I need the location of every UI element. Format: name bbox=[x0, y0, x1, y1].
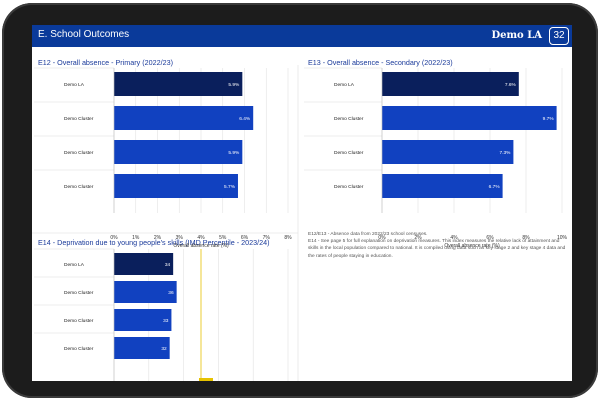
e14-bar bbox=[114, 337, 170, 359]
e13-tick-label: 2% bbox=[414, 235, 422, 241]
e12-tick-label: 7% bbox=[263, 235, 271, 241]
e13-value-label: 7.6% bbox=[505, 82, 517, 88]
e12-tick-label: 1% bbox=[132, 235, 140, 241]
e12-chart-title: E12 - Overall absence - Primary (2022/23… bbox=[38, 58, 174, 67]
e13-bar bbox=[382, 174, 503, 198]
e13-tick-label: 4% bbox=[450, 235, 458, 241]
page-number-badge: 32 bbox=[549, 27, 569, 45]
e12-tick-label: 3% bbox=[176, 235, 184, 241]
charts-canvas: Demo LA 5.9% Demo Cluster 6.4% Demo Cluster 5… bbox=[32, 65, 568, 381]
e12-category-label: Demo Cluster bbox=[64, 150, 94, 156]
e13-value-label: 9.7% bbox=[543, 116, 555, 122]
brand-name: Demo LA bbox=[491, 30, 542, 41]
e14-category-label: Demo Cluster bbox=[64, 318, 94, 324]
e14-value-label: 36 bbox=[168, 290, 174, 296]
e13-bar bbox=[382, 140, 514, 164]
e14-category-label: Demo LA bbox=[64, 262, 85, 268]
e13-value-label: 6.7% bbox=[489, 184, 501, 190]
e14-chart-title: E14 - Deprivation due to young people's … bbox=[38, 238, 270, 247]
e12-tick-label: 8% bbox=[284, 235, 292, 241]
e12-value-label: 5.9% bbox=[228, 150, 240, 156]
e12-axis-title: Overall absence rate (%) bbox=[173, 243, 229, 249]
e14-category-label: Demo Cluster bbox=[64, 346, 94, 352]
e13-tick-label: 8% bbox=[522, 235, 530, 241]
e13-tick-label: 10% bbox=[557, 235, 568, 241]
e14-category-label: Demo Cluster bbox=[64, 290, 94, 296]
e12-value-label: 6.4% bbox=[239, 116, 251, 122]
e14-bar bbox=[114, 309, 172, 331]
e13-category-label: Demo Cluster bbox=[334, 150, 364, 156]
e14-value-label: 32 bbox=[161, 346, 167, 352]
tablet-frame: E. School Outcomes Demo LA 32 E12 - Over… bbox=[2, 3, 598, 398]
e13-value-label: 7.3% bbox=[499, 150, 511, 156]
e13-bar bbox=[382, 106, 557, 130]
e12-tick-label: 2% bbox=[154, 235, 162, 241]
footnote: E12/E13 - Absence data from 2022/23 scho… bbox=[308, 231, 570, 260]
e12-category-label: Demo Cluster bbox=[64, 116, 94, 122]
e13-bar bbox=[382, 72, 519, 96]
page-title: E. School Outcomes bbox=[38, 29, 130, 40]
e12-tick-label: 5% bbox=[219, 235, 227, 241]
e12-tick-label: 0% bbox=[110, 235, 118, 241]
e14-value-label: 34 bbox=[165, 262, 171, 268]
e12-value-label: 5.9% bbox=[228, 82, 240, 88]
e12-tick-label: 6% bbox=[241, 235, 249, 241]
e14-bar bbox=[114, 253, 174, 275]
page-header: E. School Outcomes Demo LA 32 bbox=[32, 25, 572, 47]
footnote-line-2: E14 - See page 5 for full explanation on… bbox=[308, 239, 566, 259]
e12-category-label: Demo LA bbox=[64, 82, 85, 88]
e13-category-label: Demo Cluster bbox=[334, 184, 364, 190]
e14-reference-marker bbox=[199, 378, 213, 381]
e12-category-label: Demo Cluster bbox=[64, 184, 94, 190]
e12-bar bbox=[114, 140, 243, 164]
e12-bar bbox=[114, 72, 243, 96]
e12-bar bbox=[114, 106, 254, 130]
e12-tick-label: 4% bbox=[197, 235, 205, 241]
e14-value-label: 33 bbox=[163, 318, 169, 324]
report-page: E. School Outcomes Demo LA 32 E12 - Over… bbox=[32, 25, 572, 381]
e13-category-label: Demo LA bbox=[334, 82, 355, 88]
e13-axis-title: Overall absence rate (%) bbox=[444, 243, 500, 249]
footnote-line-1: E12/E13 - Absence data from 2022/23 scho… bbox=[308, 232, 428, 237]
e13-category-label: Demo Cluster bbox=[334, 116, 364, 122]
e13-tick-label: 6% bbox=[486, 235, 494, 241]
e13-chart-title: E13 - Overall absence - Secondary (2022/… bbox=[308, 58, 453, 67]
e13-tick-label: 0% bbox=[378, 235, 386, 241]
e12-bar bbox=[114, 174, 238, 198]
e14-bar bbox=[114, 281, 177, 303]
e12-value-label: 5.7% bbox=[224, 184, 236, 190]
